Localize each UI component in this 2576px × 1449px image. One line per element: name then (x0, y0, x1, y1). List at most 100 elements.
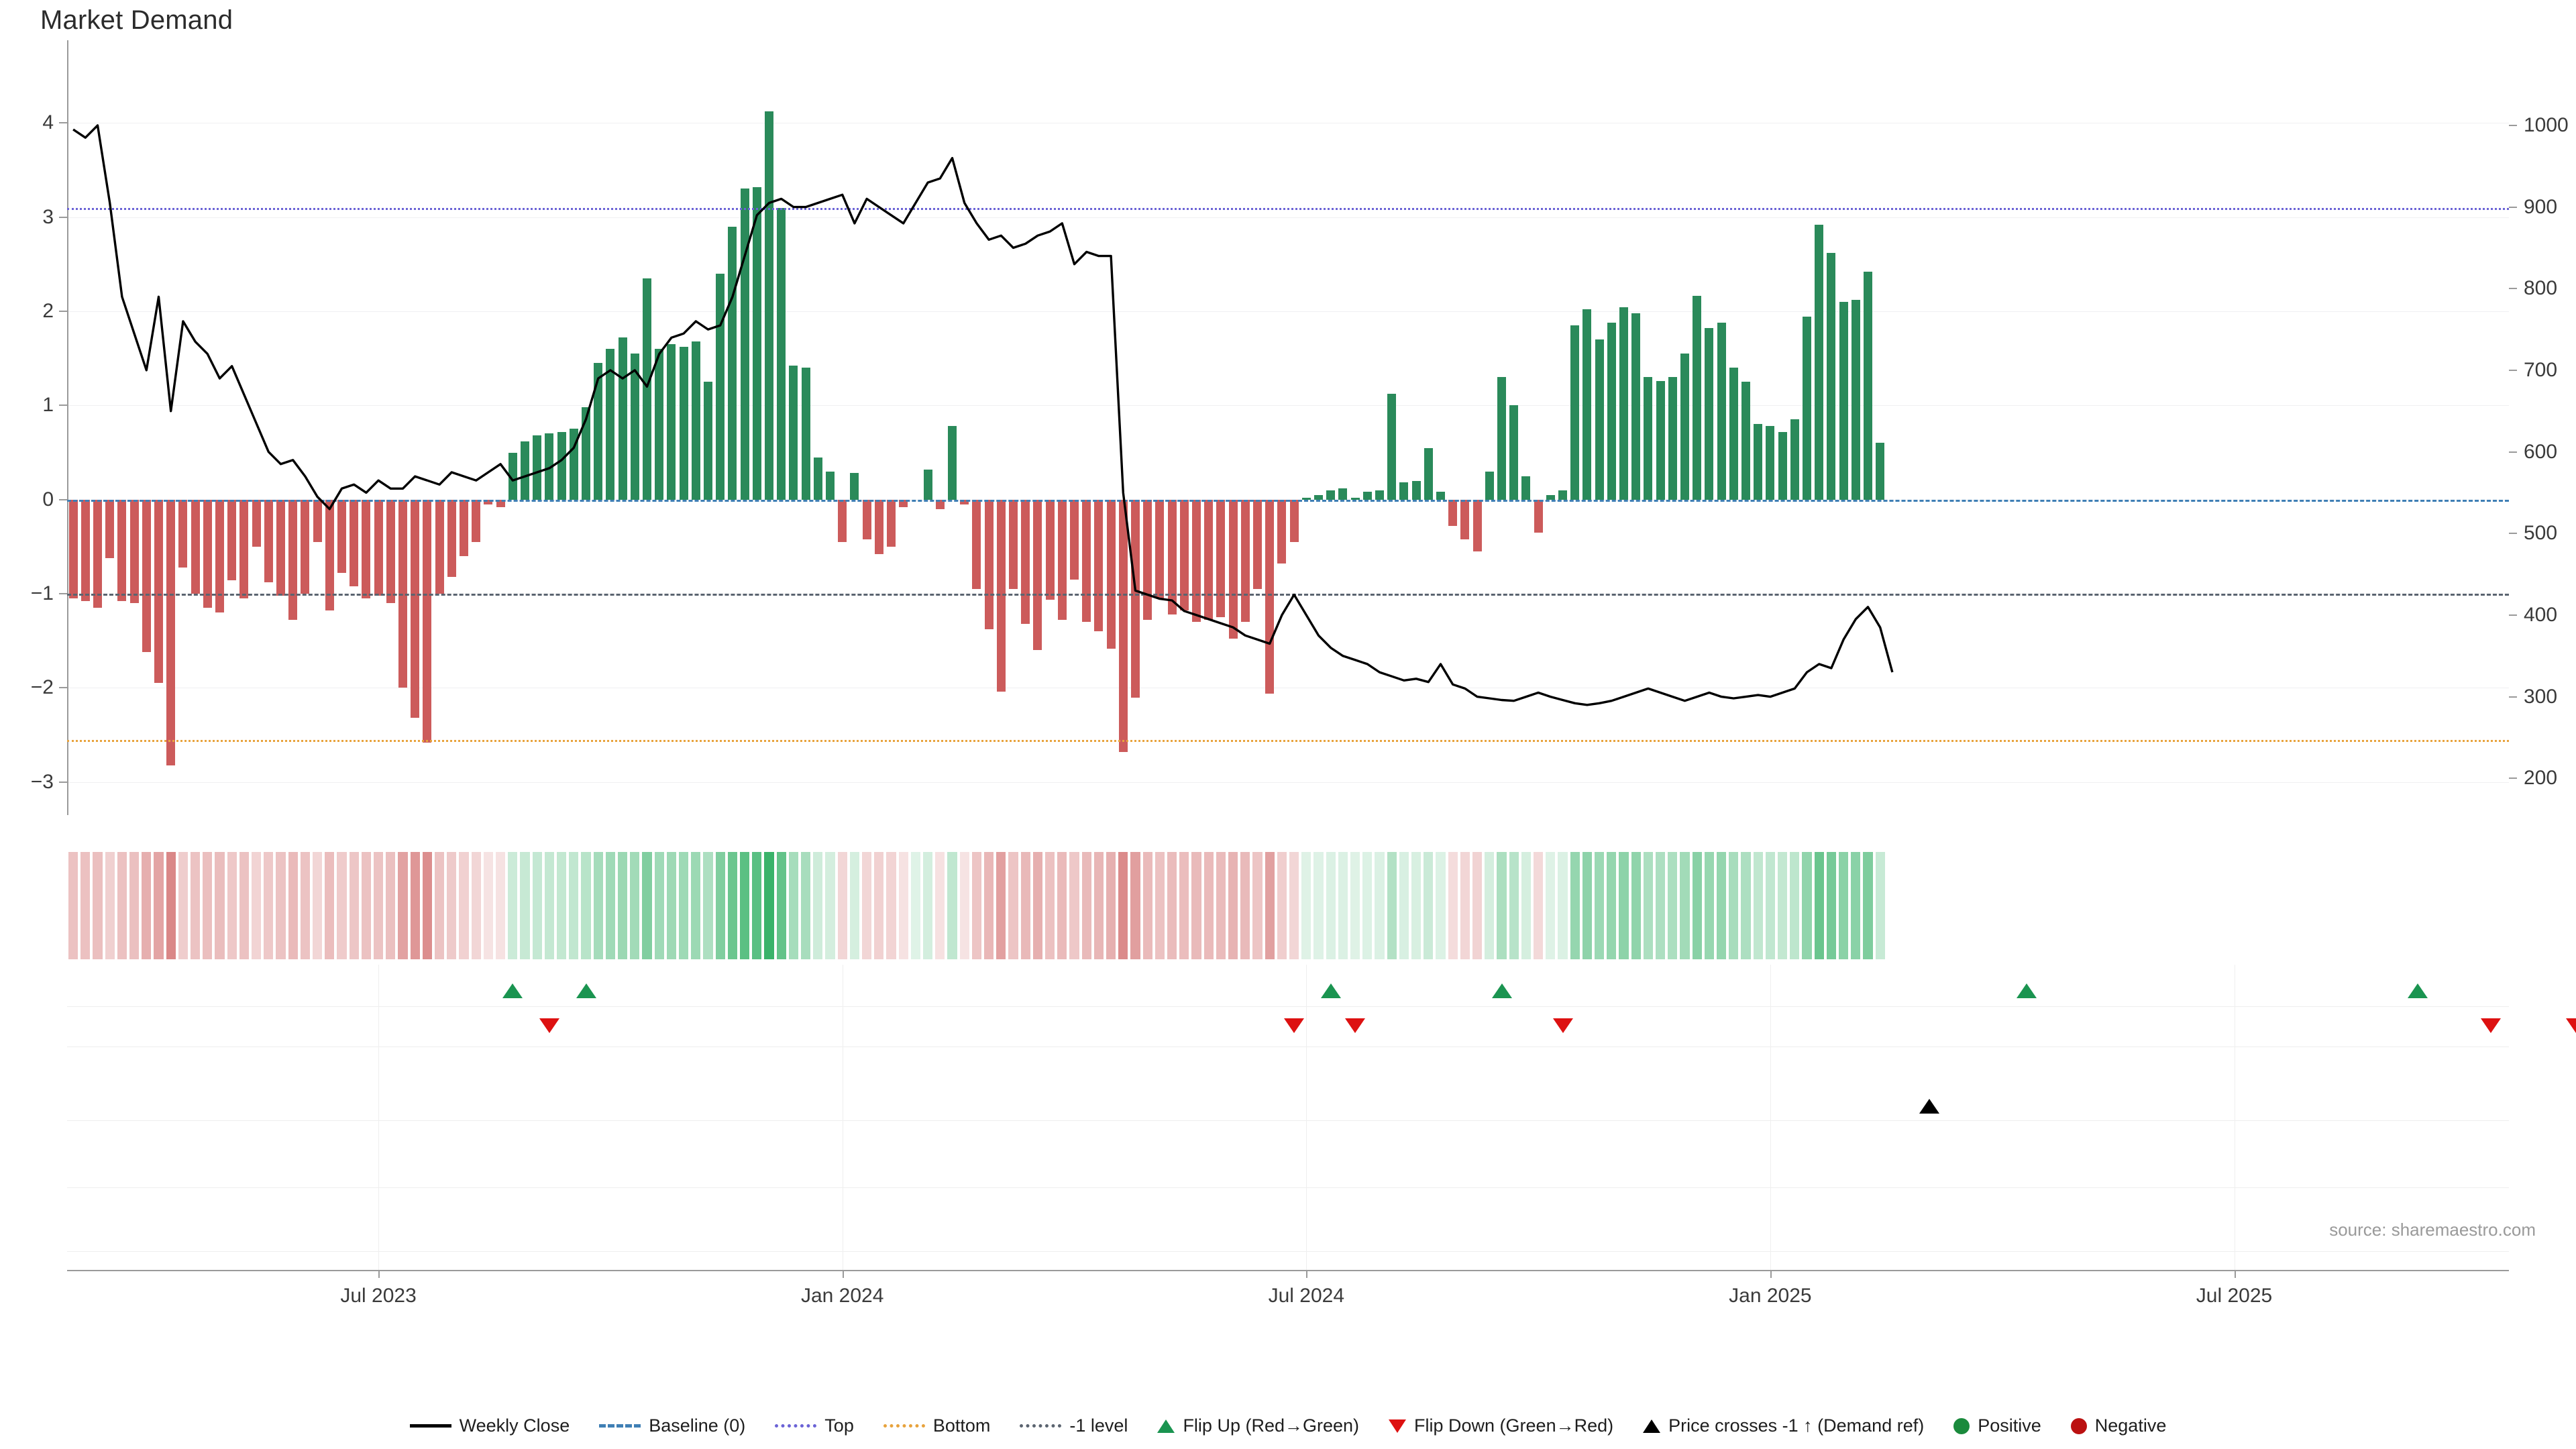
demand-price-chart: 43210−1−2−31000900800700600500400300200M… (31, 40, 2569, 815)
flip-down-marker-icon[interactable] (1345, 1018, 1366, 1033)
heatmap-cell (129, 852, 140, 959)
heatmap-cell (264, 852, 274, 959)
demand-bar-positive (752, 186, 761, 500)
legend-item-flip-up[interactable]: Flip Up (Red→Green) (1157, 1415, 1359, 1436)
reference-line-neg1 (67, 594, 2509, 596)
y-axis-tick-left: 2 (42, 299, 54, 322)
heatmap-cell (605, 852, 615, 959)
demand-bar-positive (1595, 339, 1604, 500)
heatmap-cell (276, 852, 286, 959)
heatmap-cell (520, 852, 530, 959)
y-axis-tick-left: 1 (42, 394, 54, 417)
heatmap-cell (654, 852, 664, 959)
heatmap-cell (288, 852, 298, 959)
marker-rows (67, 966, 2576, 1254)
demand-bar-negative (105, 499, 115, 558)
flip-up-marker-icon[interactable] (576, 983, 596, 998)
heatmap-cell (1704, 852, 1714, 959)
heatmap-cell (544, 852, 554, 959)
heatmap-cell (1741, 852, 1751, 959)
price-cross-marker-icon[interactable] (1919, 1099, 1939, 1114)
y-axis-tick-right: 500 (2524, 522, 2558, 545)
heatmap-cell (837, 852, 847, 959)
flip-down-marker-icon[interactable] (539, 1018, 559, 1033)
legend-item-weekly-close[interactable]: Weekly Close (409, 1415, 570, 1436)
flip-up-marker-icon[interactable] (1320, 983, 1341, 998)
flip-down-marker-icon[interactable] (2480, 1018, 2501, 1033)
legend-item-negative[interactable]: Negative (2070, 1415, 2166, 1436)
legend-item-price-cross[interactable]: Price crosses -1 ↑ (Demand ref) (1643, 1415, 1924, 1436)
demand-bar-negative (484, 499, 493, 504)
demand-bar-negative (1277, 499, 1287, 564)
y-axis-tick-right: 600 (2524, 440, 2558, 463)
y-axis-tickmark-right (2509, 206, 2517, 208)
heatmap-cell (886, 852, 896, 959)
demand-bar-negative (423, 499, 432, 743)
plot-area: 43210−1−2−31000900800700600500400300200M… (31, 40, 2569, 815)
x-axis-tickmark (1306, 1270, 1308, 1278)
reference-line-bottom (67, 739, 2509, 742)
heatmap-cell (325, 852, 335, 959)
legend-swatch-triangle-up-black-icon (1643, 1419, 1661, 1433)
demand-bar-positive (606, 349, 615, 500)
demand-bar-negative (1057, 499, 1067, 621)
demand-bar-negative (435, 499, 444, 594)
heatmap-cell (459, 852, 469, 959)
demand-bar-positive (691, 341, 700, 500)
demand-bar-positive (1436, 492, 1446, 500)
demand-bar-positive (1668, 377, 1677, 500)
demand-bar-positive (1509, 405, 1519, 500)
demand-bar-negative (459, 499, 469, 556)
demand-bar-negative (350, 499, 359, 586)
legend-item-top[interactable]: Top (775, 1415, 854, 1436)
heatmap-cell (422, 852, 432, 959)
flip-down-marker-icon[interactable] (1552, 1018, 1573, 1033)
heatmap-cell (1362, 852, 1373, 959)
gridline (67, 311, 2509, 312)
demand-bar-positive (728, 226, 737, 500)
demand-bar-positive (569, 429, 578, 500)
legend-swatch-solid-line-icon (409, 1424, 451, 1428)
heatmap-cell (935, 852, 945, 959)
flip-up-marker-icon[interactable] (2017, 983, 2037, 998)
heatmap-cell (93, 852, 103, 959)
y-axis-tickmark-left (59, 405, 67, 407)
heatmap-cell (313, 852, 323, 959)
demand-bar-positive (533, 435, 542, 500)
demand-bar-negative (1191, 499, 1201, 623)
y-axis-tick-right: 400 (2524, 603, 2558, 626)
heatmap-cell (191, 852, 201, 959)
legend-item-baseline[interactable]: Baseline (0) (599, 1415, 745, 1436)
legend-item-flip-down[interactable]: Flip Down (Green→Red) (1389, 1415, 1613, 1436)
flip-up-marker-icon[interactable] (2407, 983, 2428, 998)
heatmap-cell (1826, 852, 1836, 959)
demand-bar-positive (703, 382, 713, 500)
demand-bar-positive (1521, 476, 1531, 500)
legend-item-label: Top (824, 1415, 854, 1436)
flip-down-marker-icon[interactable] (1284, 1018, 1305, 1033)
flip-up-marker-icon[interactable] (1491, 983, 1512, 998)
demand-bar-negative (1033, 499, 1042, 651)
heatmap-cell (849, 852, 859, 959)
legend-item-neg1-level[interactable]: -1 level (1020, 1415, 1128, 1436)
demand-bar-negative (117, 499, 127, 602)
heatmap-cell (1350, 852, 1360, 959)
legend-item-positive[interactable]: Positive (1953, 1415, 2041, 1436)
heatmap-cell (569, 852, 579, 959)
gridline (67, 217, 2509, 218)
demand-bar-negative (1008, 499, 1018, 590)
demand-bar-negative (862, 499, 871, 539)
flip-down-marker-icon[interactable] (2566, 1018, 2576, 1033)
demand-bar-positive (1680, 354, 1690, 500)
heatmap-cell (166, 852, 176, 959)
demand-bar-positive (1717, 322, 1726, 500)
demand-bar-positive (1827, 252, 1836, 500)
heatmap-cell (1497, 852, 1507, 959)
heatmap-cell (947, 852, 957, 959)
flip-up-marker-icon[interactable] (502, 983, 523, 998)
marker-row-gridline (67, 1251, 2509, 1252)
heatmap-cell (1081, 852, 1091, 959)
source-watermark: source: sharemaestro.com (2329, 1220, 2536, 1240)
legend-item-bottom[interactable]: Bottom (883, 1415, 990, 1436)
legend-swatch-dashed-line-icon (599, 1424, 641, 1428)
